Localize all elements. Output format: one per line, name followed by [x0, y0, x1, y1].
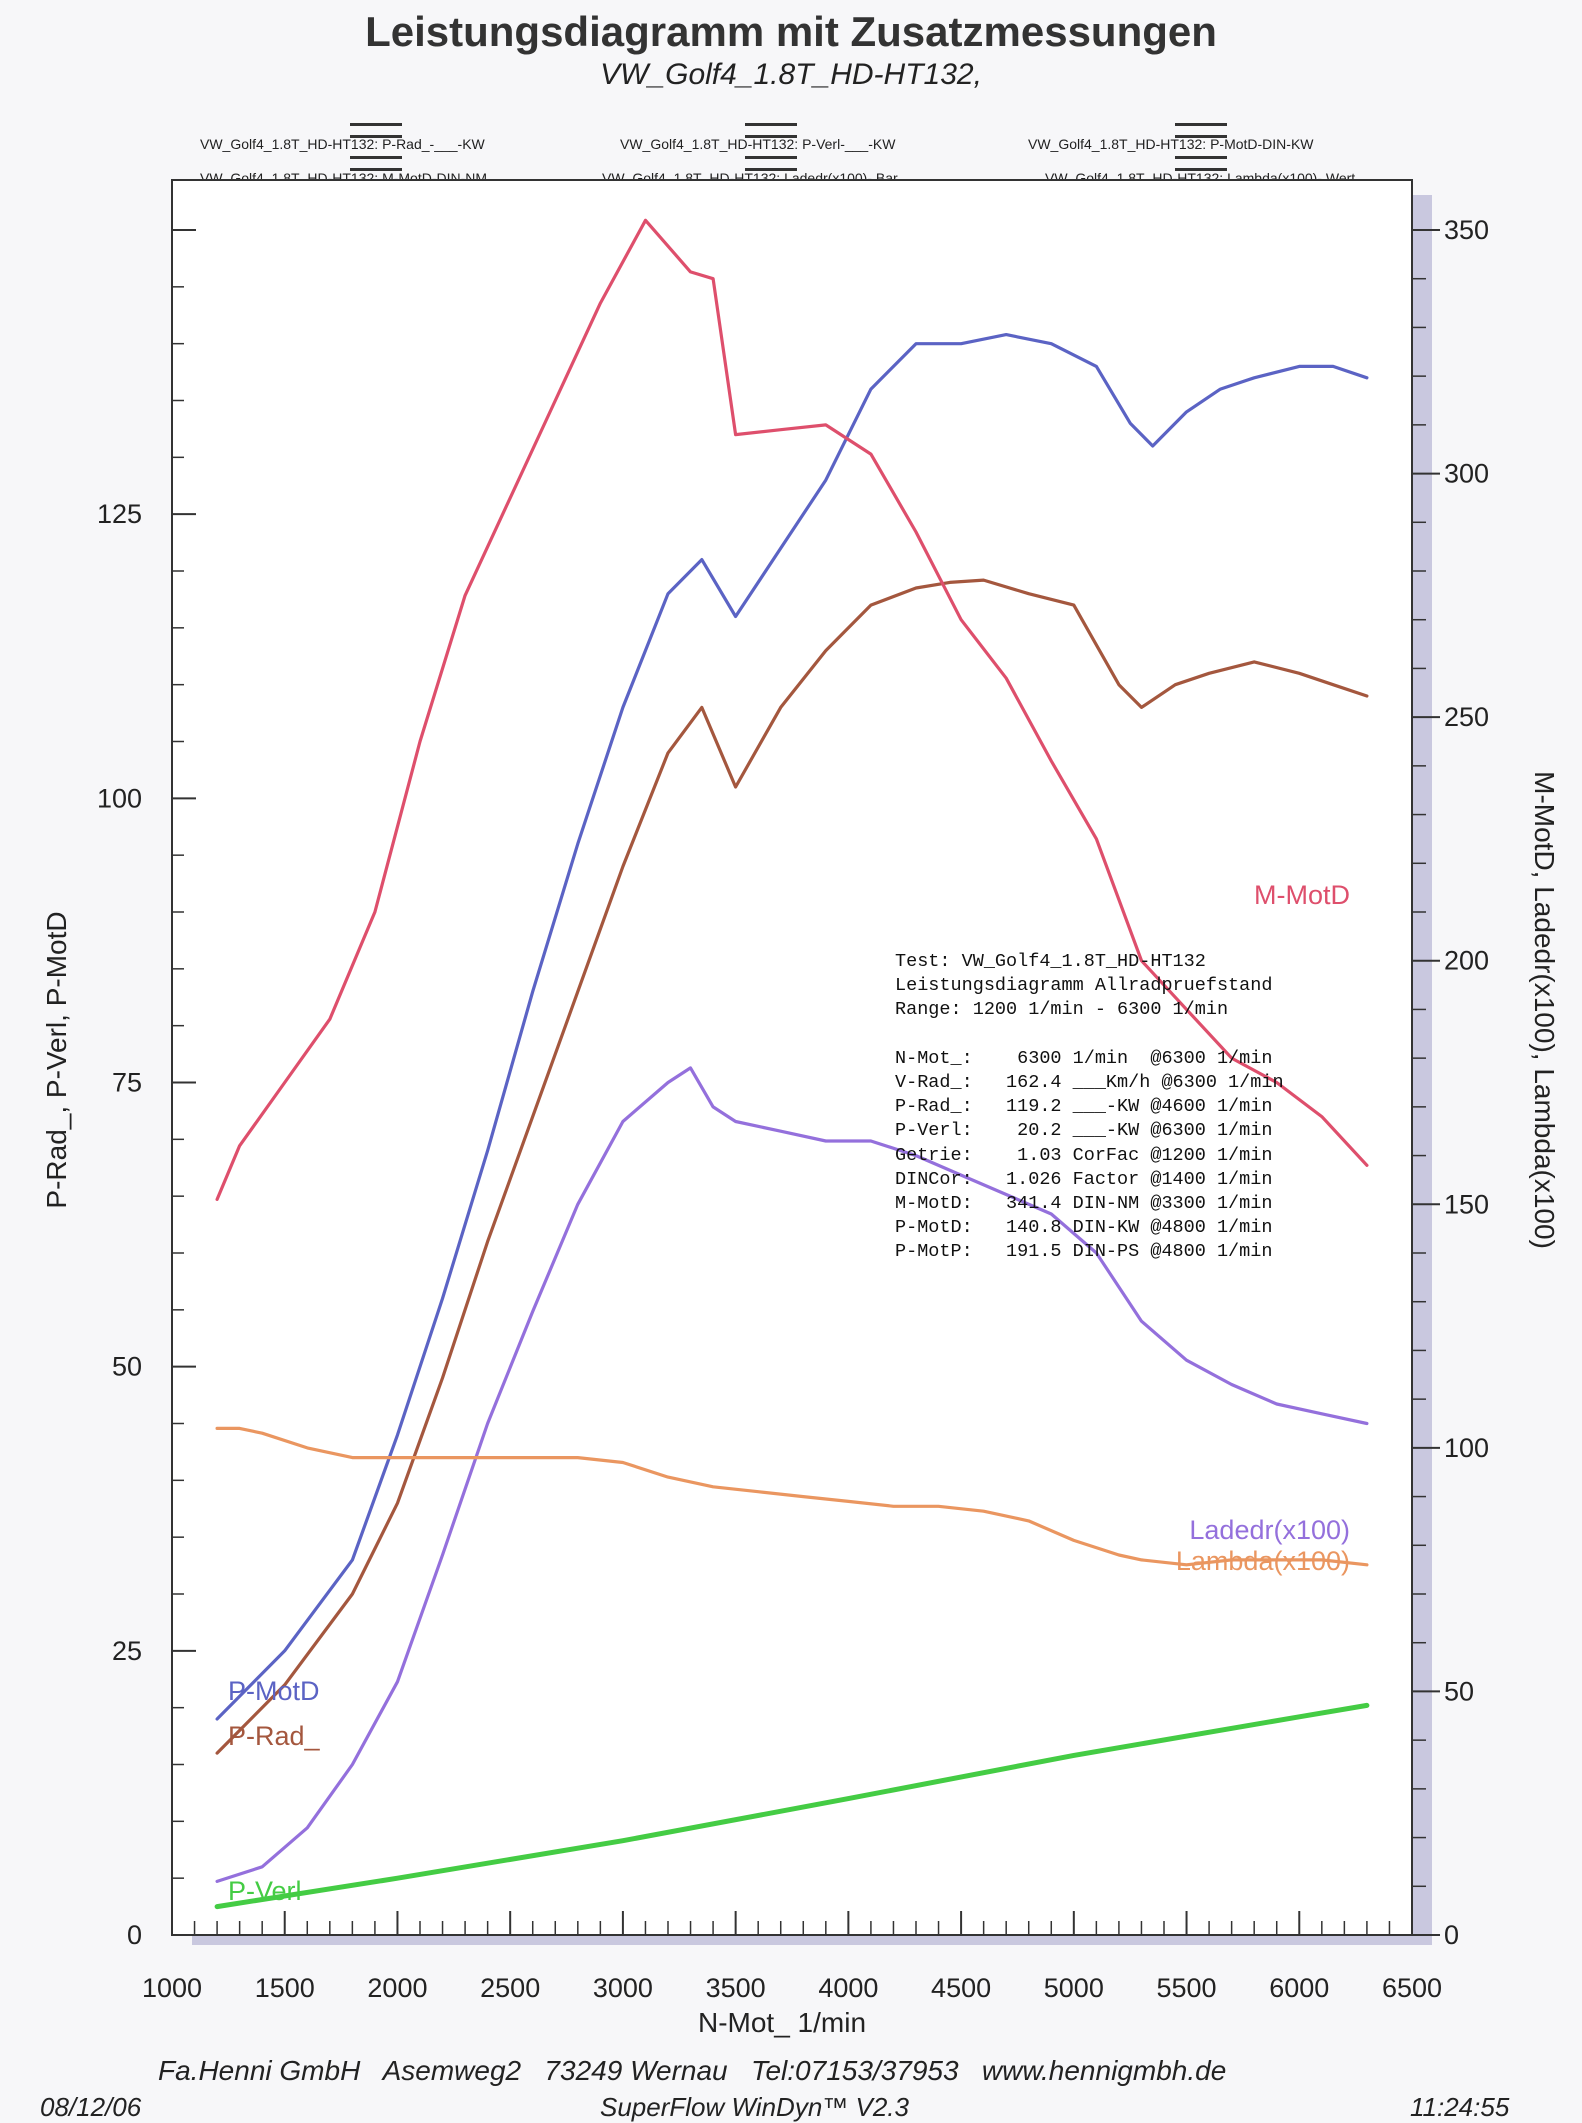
chart-subtitle: VW_Golf4_1.8T_HD-HT132,: [600, 58, 982, 91]
x-tick-label: 1500: [255, 1973, 315, 2003]
x-tick-label: 6000: [1269, 1973, 1329, 2003]
test-info-box: Test: VW_Golf4_1.8T_HD-HT132 Leistungsdia…: [895, 950, 1284, 1265]
series-label: M-MotD: [1254, 880, 1350, 910]
info-line: P-Rad_: 119.2 ___-KW @4600 1/min: [895, 1096, 1273, 1118]
series-line-p-verl: [214, 1702, 1370, 1910]
info-line: Leistungsdiagramm Allradpruefstand: [895, 975, 1273, 997]
legend-marker-prad: [350, 123, 402, 138]
y-right-tick-label: 300: [1444, 459, 1489, 489]
series-label: Ladedr(x100): [1189, 1515, 1350, 1545]
info-line: Test: VW_Golf4_1.8T_HD-HT132: [895, 951, 1206, 972]
info-line: P-MotD: 140.8 DIN-KW @4800 1/min: [895, 1217, 1273, 1239]
series-line-p-motd: [215, 333, 1369, 1721]
info-line: Getrie: 1.03 CorFac @1200 1/min: [895, 1144, 1273, 1166]
x-axis-label: N-Mot_ 1/min: [698, 2007, 866, 2038]
info-line: V-Rad_: 162.4 ___Km/h @6300 1/min: [895, 1072, 1284, 1094]
legend-marker-pverl: [745, 123, 797, 138]
footer-software: SuperFlow WinDyn™ V2.3: [600, 2092, 909, 2122]
y-right-tick-label: 350: [1444, 215, 1489, 245]
x-tick-label: 2000: [367, 1973, 427, 2003]
legend-entry-pverl: VW_Golf4_1.8T_HD-HT132: P-Verl-___-KW: [620, 136, 896, 152]
info-line: P-MotP: 191.5 DIN-PS @4800 1/min: [895, 1241, 1273, 1263]
y-right-tick-label: 100: [1444, 1433, 1489, 1463]
info-line: Range: 1200 1/min - 6300 1/min: [895, 999, 1229, 1021]
y-axis-right-label: M-MotD, Ladedr(x100), Lambda(x100): [1529, 771, 1560, 1249]
series-label: P-Verl: [228, 1876, 302, 1906]
y-axis-left-label: P-Rad_, P-Verl, P-MotD: [41, 911, 72, 1208]
y-left-tick-label: 125: [97, 499, 142, 529]
series-line-p-rad-: [215, 578, 1369, 1755]
info-line: DINCor: 1.026 Factor @1400 1/min: [895, 1168, 1273, 1190]
footer-date: 08/12/06: [40, 2092, 142, 2122]
y-left-tick-label: 75: [112, 1068, 142, 1098]
y-left-tick-label: 100: [97, 783, 142, 813]
legend-entry-pmotd: VW_Golf4_1.8T_HD-HT132: P-MotD-DIN-KW: [1028, 136, 1314, 152]
legend-marker-pmotd: [1175, 123, 1227, 138]
legend-entry-prad: VW_Golf4_1.8T_HD-HT132: P-Rad_-___-KW: [200, 136, 485, 152]
series-line-ladedr-x100-: [215, 1066, 1369, 1884]
info-line: M-MotD: 341.4 DIN-NM @3300 1/min: [895, 1193, 1273, 1215]
y-left-tick-label: 0: [127, 1920, 142, 1950]
x-tick-label: 3500: [706, 1973, 766, 2003]
series-line-m-motd: [215, 218, 1369, 1202]
series-label: P-MotD: [228, 1676, 320, 1706]
y-right-tick-label: 50: [1444, 1676, 1474, 1706]
x-tick-label: 2500: [480, 1973, 540, 2003]
x-tick-label: 5000: [1044, 1973, 1104, 2003]
info-line: [895, 1023, 1284, 1047]
series-line-lambda-x100-: [215, 1426, 1369, 1567]
x-tick-label: 3000: [593, 1973, 653, 2003]
y-right-tick-label: 0: [1444, 1920, 1459, 1950]
info-line: N-Mot_: 6300 1/min @6300 1/min: [895, 1047, 1273, 1069]
y-left-tick-label: 25: [112, 1636, 142, 1666]
x-tick-label: 4500: [931, 1973, 991, 2003]
series-label: P-Rad_: [228, 1721, 321, 1751]
info-line: P-Verl: 20.2 ___-KW @6300 1/min: [895, 1120, 1273, 1142]
y-right-tick-label: 250: [1444, 702, 1489, 732]
y-right-tick-label: 150: [1444, 1189, 1489, 1219]
footer-time: 11:24:55: [1410, 2092, 1510, 2122]
footer-company: Fa.Henni GmbH Asemweg2 73249 Wernau Tel:…: [158, 2055, 1227, 2086]
x-tick-label: 5500: [1157, 1973, 1217, 2003]
chart-title: Leistungsdiagramm mit Zusatzmessungen: [365, 8, 1217, 55]
y-left-tick-label: 50: [112, 1352, 142, 1382]
y-right-tick-label: 200: [1444, 946, 1489, 976]
x-tick-label: 1000: [142, 1973, 202, 2003]
plot-area: [171, 179, 1413, 1936]
legend-marker-mmotd: [350, 156, 402, 171]
x-tick-label: 6500: [1382, 1973, 1442, 2003]
x-tick-label: 4000: [818, 1973, 878, 2003]
series-label: Lambda(x100): [1176, 1546, 1350, 1576]
legend-marker-ladedr: [745, 156, 797, 171]
legend-marker-lambda: [1175, 156, 1227, 171]
